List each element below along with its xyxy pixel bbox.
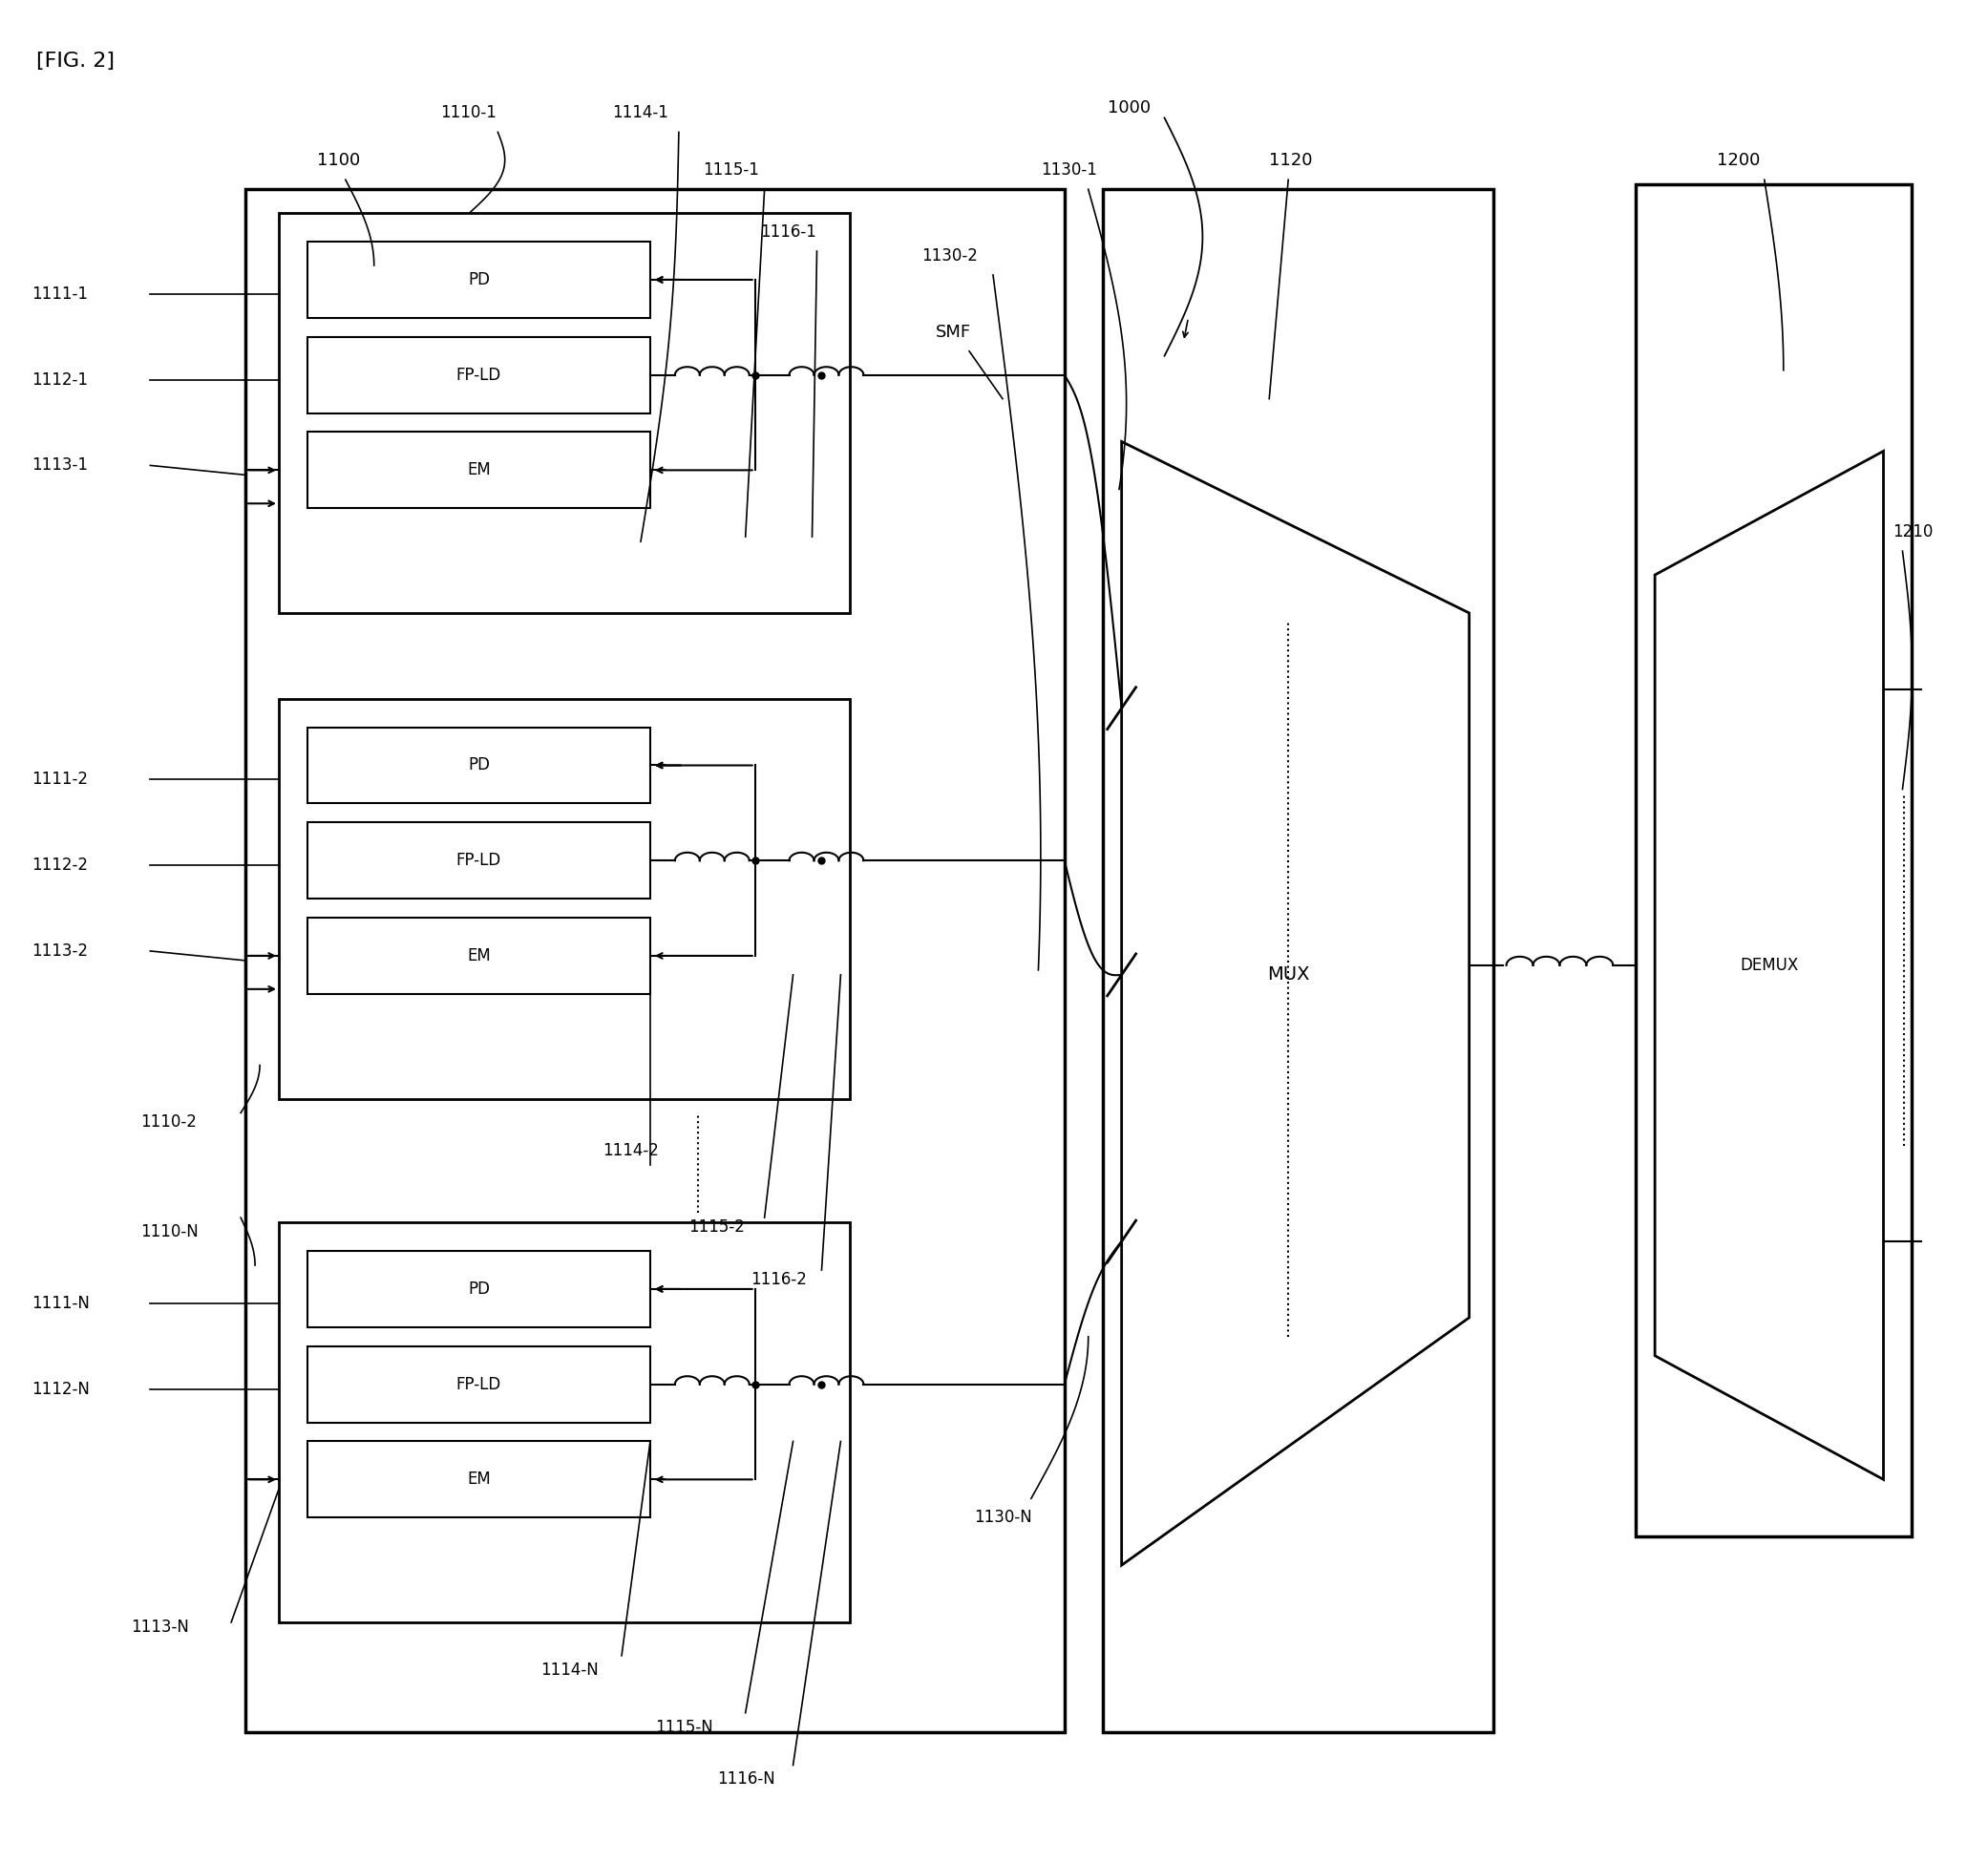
Text: 1130-N: 1130-N bbox=[974, 1509, 1032, 1526]
Text: 1210: 1210 bbox=[1893, 524, 1934, 540]
Bar bbox=[308, 242, 650, 319]
Text: 1130-2: 1130-2 bbox=[922, 248, 978, 265]
Text: 1114-1: 1114-1 bbox=[612, 104, 668, 121]
Bar bbox=[308, 432, 650, 509]
Text: 1114-2: 1114-2 bbox=[602, 1142, 658, 1159]
Text: EM: EM bbox=[467, 462, 491, 479]
Text: 1114-N: 1114-N bbox=[541, 1662, 598, 1679]
Text: 1112-2: 1112-2 bbox=[32, 857, 87, 874]
Bar bbox=[308, 727, 650, 803]
Text: SMF: SMF bbox=[936, 324, 972, 341]
Bar bbox=[308, 1347, 650, 1421]
Text: 1111-N: 1111-N bbox=[32, 1295, 89, 1312]
Text: EM: EM bbox=[467, 946, 491, 965]
Text: 1116-1: 1116-1 bbox=[759, 224, 815, 240]
Bar bbox=[308, 1442, 650, 1518]
Text: 1113-1: 1113-1 bbox=[32, 456, 87, 473]
Text: 1116-N: 1116-N bbox=[718, 1772, 775, 1788]
Bar bbox=[278, 212, 851, 613]
Bar bbox=[1103, 190, 1493, 1733]
Bar bbox=[308, 822, 650, 898]
Text: DEMUX: DEMUX bbox=[1740, 958, 1799, 974]
Bar bbox=[308, 1250, 650, 1326]
Text: 1200: 1200 bbox=[1718, 153, 1759, 170]
Text: PD: PD bbox=[467, 272, 489, 289]
Text: 1116-2: 1116-2 bbox=[749, 1271, 807, 1287]
Text: PD: PD bbox=[467, 1280, 489, 1299]
Bar bbox=[278, 699, 851, 1099]
Text: 1112-1: 1112-1 bbox=[32, 371, 87, 388]
Text: 1113-2: 1113-2 bbox=[32, 943, 87, 959]
Text: 1115-2: 1115-2 bbox=[688, 1218, 746, 1235]
Text: [FIG. 2]: [FIG. 2] bbox=[36, 50, 113, 71]
Text: EM: EM bbox=[467, 1472, 491, 1489]
Text: 1110-2: 1110-2 bbox=[141, 1114, 197, 1131]
Bar bbox=[278, 1222, 851, 1623]
Text: 1113-N: 1113-N bbox=[131, 1619, 189, 1636]
Text: FP-LD: FP-LD bbox=[455, 367, 501, 384]
Text: 1100: 1100 bbox=[316, 153, 360, 170]
Text: 1110-1: 1110-1 bbox=[441, 104, 497, 121]
Text: 1000: 1000 bbox=[1107, 101, 1151, 117]
Text: MUX: MUX bbox=[1266, 965, 1310, 984]
Text: 1111-2: 1111-2 bbox=[32, 771, 87, 788]
Text: 1115-1: 1115-1 bbox=[702, 162, 759, 179]
Text: FP-LD: FP-LD bbox=[455, 1375, 501, 1394]
Text: 1115-N: 1115-N bbox=[654, 1718, 714, 1736]
Text: 1120: 1120 bbox=[1268, 153, 1312, 170]
Text: 1130-1: 1130-1 bbox=[1040, 162, 1097, 179]
Bar bbox=[245, 190, 1064, 1733]
Bar bbox=[308, 918, 650, 993]
Text: 1111-1: 1111-1 bbox=[32, 285, 87, 302]
Text: FP-LD: FP-LD bbox=[455, 851, 501, 870]
Text: PD: PD bbox=[467, 756, 489, 773]
Bar bbox=[1636, 184, 1912, 1537]
Text: 1110-N: 1110-N bbox=[141, 1224, 199, 1241]
Bar bbox=[308, 337, 650, 414]
Text: 1112-N: 1112-N bbox=[32, 1380, 89, 1397]
